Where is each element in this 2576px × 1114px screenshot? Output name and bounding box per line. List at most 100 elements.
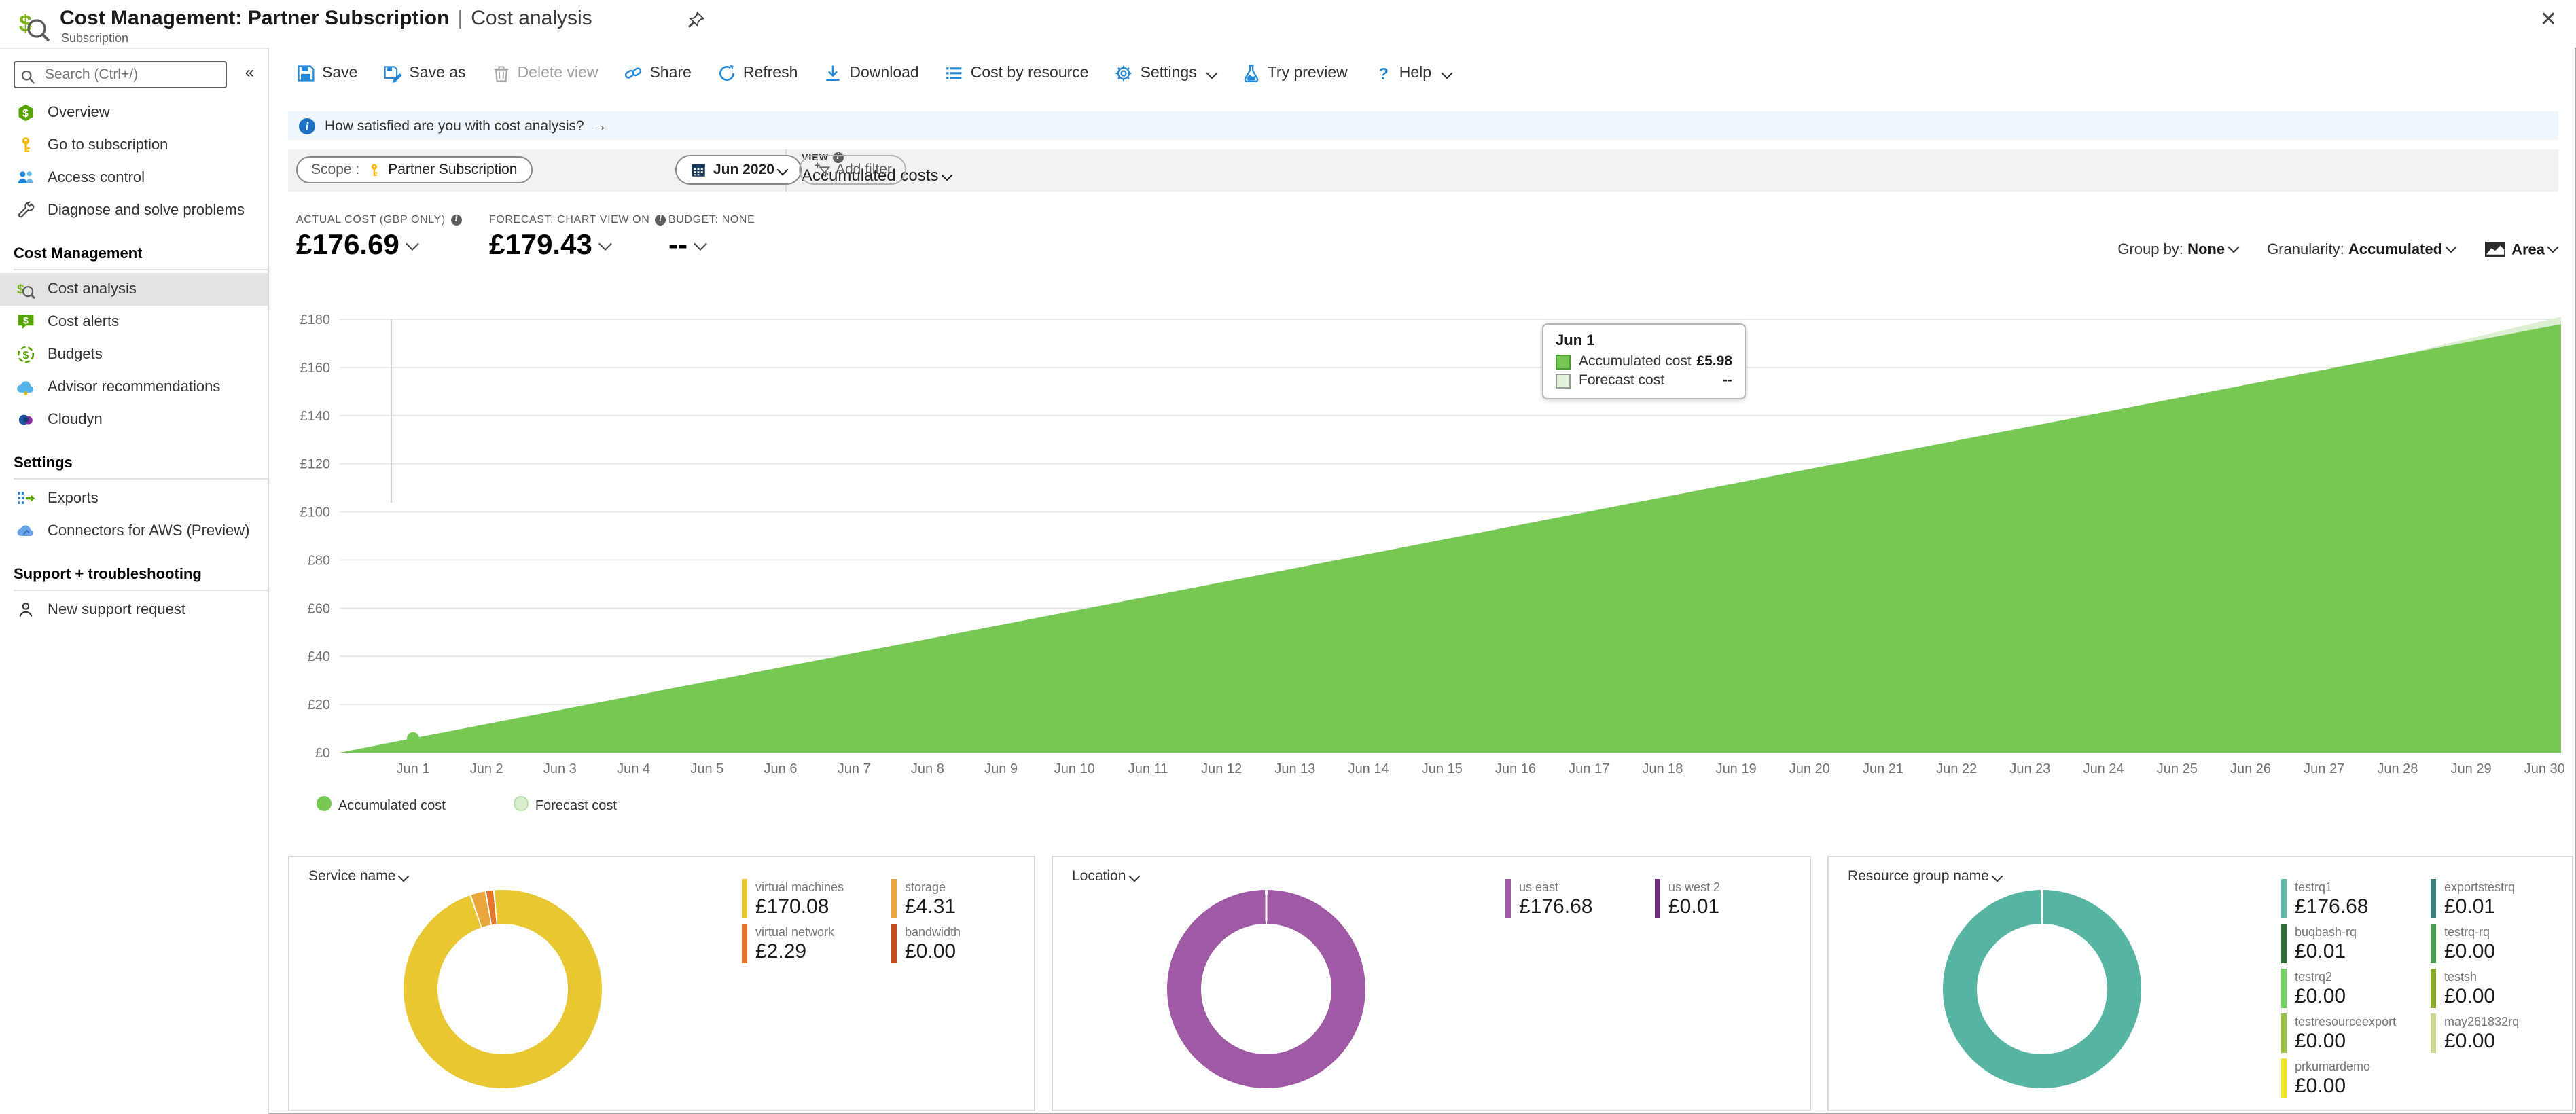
chevron-down-icon[interactable] bbox=[694, 237, 707, 251]
sidebar-section: Cost Management $ Cost analysis $ Cost alert… bbox=[0, 235, 268, 436]
legend-color-bar bbox=[891, 879, 897, 918]
save-as-button[interactable]: Save as bbox=[383, 64, 466, 83]
panel-legend-item[interactable]: testrq-rq £0.00 bbox=[2431, 924, 2569, 963]
panel-title-dropdown[interactable]: Service name bbox=[308, 868, 410, 884]
x-axis-tick-label: Jun 21 bbox=[1863, 761, 1903, 776]
panel-title-dropdown[interactable]: Resource group name bbox=[1848, 868, 2003, 884]
y-axis-tick-label: £0 bbox=[315, 746, 330, 761]
sidebar-item-diagnose-and-solve-problems[interactable]: Diagnose and solve problems bbox=[0, 194, 268, 227]
sidebar-item-label: Exports bbox=[48, 490, 99, 507]
legend-item[interactable]: Accumulated cost bbox=[317, 796, 446, 814]
legend-item-value: £0.00 bbox=[2444, 1030, 2496, 1053]
try-preview-button[interactable]: Try preview bbox=[1242, 64, 1348, 83]
sidebar-item-budgets[interactable]: $ Budgets bbox=[0, 338, 268, 371]
x-axis-tick-label: Jun 15 bbox=[1422, 761, 1463, 776]
divider bbox=[14, 478, 268, 480]
panel-legend-item[interactable]: exportstestrq £0.01 bbox=[2431, 879, 2569, 918]
panel-legend-item[interactable]: testsh £0.00 bbox=[2431, 969, 2569, 1008]
x-axis-tick-label: Jun 29 bbox=[2451, 761, 2492, 776]
search-input[interactable] bbox=[42, 64, 224, 86]
legend-color-bar bbox=[2281, 969, 2287, 1008]
panel-legend-item[interactable]: buqbash-rq £0.01 bbox=[2281, 924, 2420, 963]
panel-legend: testrq1 £176.68 exportstestrq £0.01 buqbash-… bbox=[2281, 879, 2569, 1098]
sidebar-item-cost-alerts[interactable]: $ Cost alerts bbox=[0, 306, 268, 338]
panel-title: Service name bbox=[308, 868, 396, 884]
panel-title-dropdown[interactable]: Location bbox=[1072, 868, 1140, 884]
save-button[interactable]: Save bbox=[296, 64, 357, 83]
feedback-banner[interactable]: i How satisfied are you with cost analys… bbox=[288, 111, 2558, 140]
kpi-label: ACTUAL COST (GBP ONLY) bbox=[296, 213, 446, 226]
gear-icon bbox=[1115, 64, 1134, 83]
sidebar-section: $ Overview Go to subscription Access contro… bbox=[0, 96, 268, 227]
support-icon bbox=[16, 600, 35, 619]
panel-legend-item[interactable]: virtual network £2.29 bbox=[742, 924, 880, 963]
sidebar-item-cloudyn[interactable]: Cloudyn bbox=[0, 403, 268, 436]
panel-legend-item[interactable]: virtual machines £170.08 bbox=[742, 879, 880, 918]
toolbar-button-label: Share bbox=[649, 65, 692, 82]
group-by-dropdown[interactable]: Group by: None bbox=[2117, 241, 2239, 258]
download-button[interactable]: Download bbox=[823, 64, 919, 83]
panel-legend-item[interactable]: may261832rq £0.00 bbox=[2431, 1013, 2569, 1053]
settings-button[interactable]: Settings bbox=[1115, 64, 1218, 83]
aws-cloud-icon bbox=[16, 522, 35, 541]
panel-legend-item[interactable]: prkumardemo £0.00 bbox=[2281, 1058, 2420, 1098]
sidebar-item-new-support-request[interactable]: New support request bbox=[0, 594, 268, 626]
svg-text:?: ? bbox=[1379, 65, 1389, 82]
legend-item-name: storage bbox=[905, 880, 946, 894]
donut-chart[interactable] bbox=[1167, 890, 1365, 1088]
legend-item-value: £0.00 bbox=[905, 940, 956, 963]
chevron-down-icon[interactable] bbox=[405, 237, 419, 251]
chart-type-dropdown[interactable]: Area bbox=[2484, 242, 2559, 259]
panel-legend-item[interactable]: testrq1 £176.68 bbox=[2281, 879, 2420, 918]
exports-icon bbox=[16, 489, 35, 508]
granularity-dropdown[interactable]: Granularity: Accumulated bbox=[2267, 241, 2456, 258]
toolbar-button-label: Cost by resource bbox=[970, 65, 1089, 82]
legend-item-value: £170.08 bbox=[755, 895, 829, 918]
sidebar-collapse-icon[interactable]: « bbox=[245, 62, 254, 82]
series-swatch bbox=[1556, 354, 1571, 369]
legend-item-name: bandwidth bbox=[905, 925, 961, 939]
scope-pill[interactable]: Scope : Partner Subscription bbox=[296, 156, 533, 183]
panel-legend-item[interactable]: us west 2 £0.01 bbox=[1655, 879, 1793, 918]
toolbar-button-label: Try preview bbox=[1267, 65, 1348, 82]
cost-by-resource-button[interactable]: Cost by resource bbox=[945, 64, 1089, 83]
panel-location: Location us east £176.68 us west 2 £0.01 bbox=[1052, 856, 1811, 1111]
legend-item-name: exportstestrq bbox=[2444, 880, 2516, 894]
sidebar-item-cost-analysis[interactable]: $ Cost analysis bbox=[0, 273, 268, 306]
y-axis-tick-label: £40 bbox=[308, 649, 330, 664]
panel-legend-item[interactable]: testresourceexport £0.00 bbox=[2281, 1013, 2420, 1053]
close-icon[interactable]: ✕ bbox=[2539, 8, 2557, 31]
sidebar-item-advisor-recommendations[interactable]: Advisor recommendations bbox=[0, 371, 268, 403]
chevron-down-icon bbox=[940, 169, 952, 181]
x-axis-tick-label: Jun 28 bbox=[2377, 761, 2418, 776]
sidebar-item-overview[interactable]: $ Overview bbox=[0, 96, 268, 129]
share-button[interactable]: Share bbox=[624, 64, 692, 83]
panel-legend-item[interactable]: testrq2 £0.00 bbox=[2281, 969, 2420, 1008]
legend-item-value: £0.00 bbox=[2295, 1075, 2346, 1098]
donut-chart[interactable] bbox=[404, 890, 602, 1088]
tooltip-row: Accumulated cost £5.98 bbox=[1556, 353, 1732, 370]
pin-icon[interactable] bbox=[686, 11, 705, 30]
legend-item[interactable]: Forecast cost bbox=[513, 796, 617, 814]
donut-chart[interactable] bbox=[1943, 890, 2141, 1088]
y-axis-tick-label: £20 bbox=[308, 698, 330, 713]
help-button[interactable]: ? Help bbox=[1374, 64, 1452, 83]
refresh-button[interactable]: Refresh bbox=[717, 64, 798, 83]
sidebar-item-exports[interactable]: Exports bbox=[0, 482, 268, 515]
x-axis-tick-label: Jun 4 bbox=[617, 761, 650, 776]
panel-legend-item[interactable]: bandwidth £0.00 bbox=[891, 924, 1030, 963]
arrow-right-icon[interactable]: → bbox=[592, 118, 607, 134]
sidebar-search[interactable] bbox=[14, 61, 227, 88]
sidebar-item-access-control[interactable]: Access control bbox=[0, 162, 268, 194]
chevron-down-icon[interactable] bbox=[598, 237, 612, 251]
cost-by-resource-icon bbox=[945, 64, 964, 83]
date-range-pill[interactable]: Jun 2020 bbox=[675, 155, 802, 185]
add-filter-button[interactable]: Add filter bbox=[799, 155, 907, 185]
sidebar-item-go-to-subscription[interactable]: Go to subscription bbox=[0, 129, 268, 162]
legend-item-value: £176.68 bbox=[1519, 895, 1593, 918]
y-axis-tick-label: £80 bbox=[308, 553, 330, 568]
panel-legend-item[interactable]: storage £4.31 bbox=[891, 879, 1030, 918]
panel-legend-item[interactable]: us east £176.68 bbox=[1505, 879, 1644, 918]
sidebar-item-connectors-for-aws-preview-[interactable]: Connectors for AWS (Preview) bbox=[0, 515, 268, 547]
